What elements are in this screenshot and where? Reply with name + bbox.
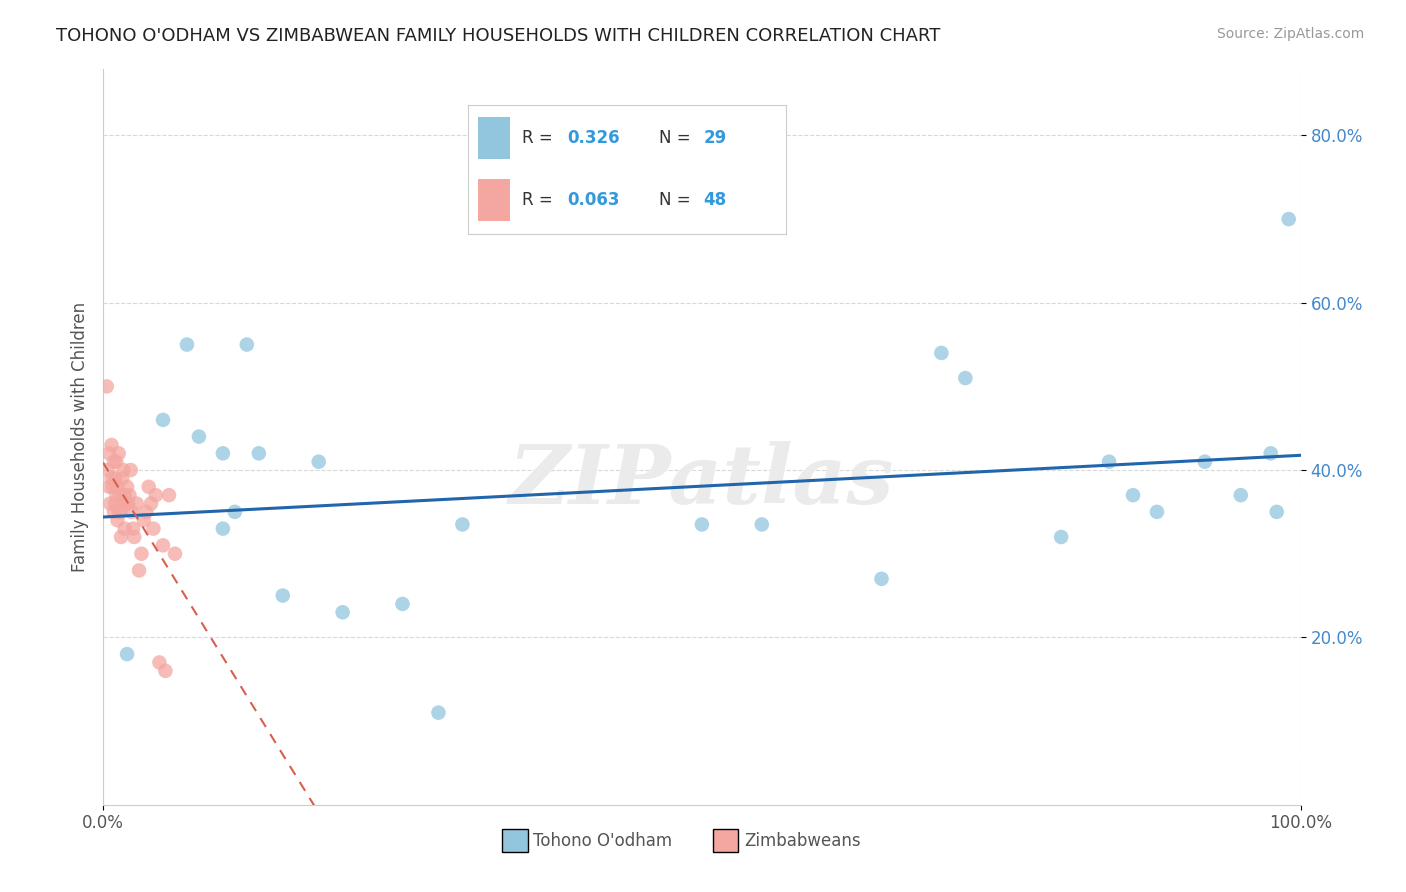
Point — [271, 589, 294, 603]
Point — [100, 438, 122, 452]
Point — [107, 480, 129, 494]
Point — [115, 480, 138, 494]
Point — [427, 706, 450, 720]
Point — [96, 379, 118, 393]
Point — [1098, 455, 1121, 469]
Point — [98, 480, 121, 494]
Point — [131, 547, 153, 561]
Point — [97, 463, 120, 477]
Point — [122, 530, 145, 544]
Point — [176, 337, 198, 351]
Text: Source: ZipAtlas.com: Source: ZipAtlas.com — [1216, 27, 1364, 41]
Point — [103, 455, 125, 469]
Point — [117, 496, 139, 510]
Point — [118, 488, 141, 502]
Point — [98, 496, 121, 510]
Point — [212, 446, 235, 460]
Point — [247, 446, 270, 460]
Point — [332, 605, 354, 619]
Point — [107, 513, 129, 527]
Point — [690, 517, 713, 532]
Point — [114, 522, 136, 536]
Point — [1229, 488, 1251, 502]
Point — [1122, 488, 1144, 502]
Point — [115, 647, 138, 661]
Point — [132, 513, 155, 527]
Point — [111, 471, 134, 485]
Point — [105, 488, 128, 502]
Point — [115, 496, 138, 510]
Point — [108, 488, 131, 502]
Point — [101, 480, 124, 494]
Text: TOHONO O'ODHAM VS ZIMBABWEAN FAMILY HOUSEHOLDS WITH CHILDREN CORRELATION CHART: TOHONO O'ODHAM VS ZIMBABWEAN FAMILY HOUS… — [56, 27, 941, 45]
Point — [138, 480, 160, 494]
Point — [103, 505, 125, 519]
Point — [110, 505, 132, 519]
Text: Tohono O'odham: Tohono O'odham — [533, 832, 672, 850]
Point — [451, 517, 474, 532]
Point — [107, 505, 129, 519]
Point — [98, 446, 121, 460]
Point — [1146, 505, 1168, 519]
Point — [105, 455, 128, 469]
Point — [187, 429, 209, 443]
Text: ZIPatlas: ZIPatlas — [509, 441, 894, 521]
Point — [1260, 446, 1282, 460]
Point — [121, 505, 143, 519]
Point — [142, 522, 165, 536]
Point — [112, 463, 135, 477]
Point — [163, 547, 186, 561]
Point — [212, 522, 235, 536]
Point — [1050, 530, 1073, 544]
Point — [157, 488, 180, 502]
Point — [152, 538, 174, 552]
Point — [104, 496, 127, 510]
Y-axis label: Family Households with Children: Family Households with Children — [72, 301, 89, 572]
Point — [931, 346, 953, 360]
Point — [122, 522, 145, 536]
Point — [1194, 455, 1216, 469]
Point — [236, 337, 259, 351]
Point — [128, 564, 150, 578]
Point — [391, 597, 413, 611]
Point — [107, 446, 129, 460]
Point — [155, 664, 177, 678]
Point — [224, 505, 246, 519]
Point — [148, 656, 170, 670]
Point — [120, 463, 142, 477]
Point — [104, 471, 127, 485]
Point — [1265, 505, 1288, 519]
Point — [110, 530, 132, 544]
Point — [135, 505, 157, 519]
Point — [125, 496, 148, 510]
Text: Zimbabweans: Zimbabweans — [744, 832, 860, 850]
Point — [955, 371, 977, 385]
Point — [100, 471, 122, 485]
Point — [111, 496, 134, 510]
Point — [308, 455, 330, 469]
Point — [870, 572, 893, 586]
Point — [114, 488, 136, 502]
Point — [145, 488, 167, 502]
Point — [139, 496, 162, 510]
Point — [1278, 212, 1301, 227]
Point — [152, 413, 174, 427]
Point — [751, 517, 773, 532]
